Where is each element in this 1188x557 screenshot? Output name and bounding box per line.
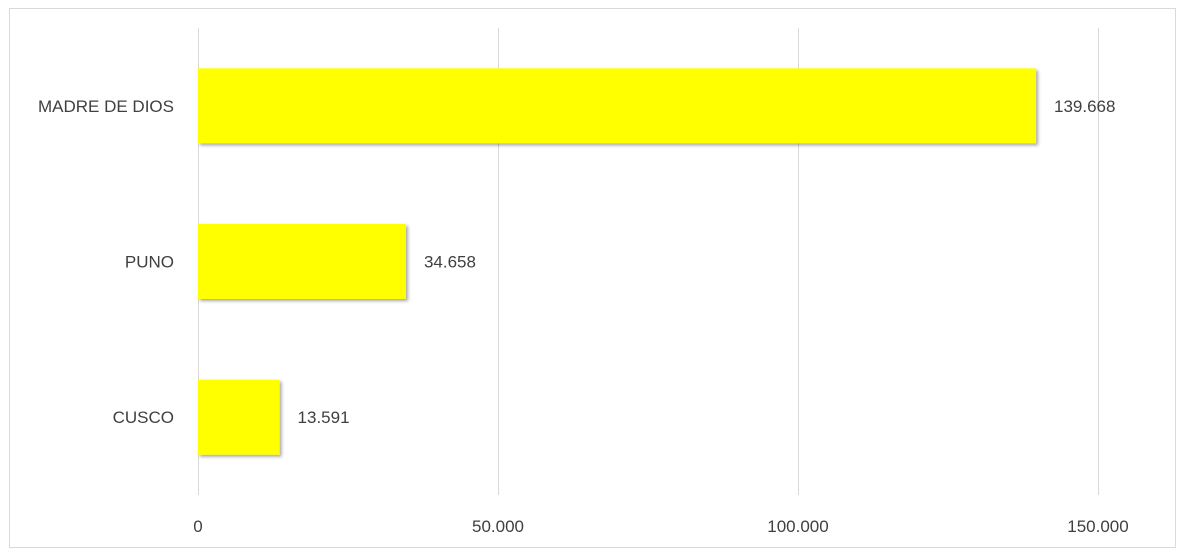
- data-label: 139.668: [1054, 97, 1115, 116]
- x-tick-label: 150.000: [1067, 517, 1128, 536]
- data-label: 34.658: [424, 253, 476, 272]
- category-label: CUSCO: [113, 408, 174, 427]
- category-label: MADRE DE DIOS: [38, 97, 174, 116]
- x-tick-label: 0: [193, 517, 202, 536]
- category-label: PUNO: [125, 253, 174, 272]
- bar: [198, 379, 280, 455]
- bar: [198, 224, 406, 299]
- bar: [198, 68, 1037, 144]
- x-tick-label: 50.000: [472, 517, 524, 536]
- x-tick-label: 100.000: [767, 517, 828, 536]
- data-label: 13.591: [298, 408, 350, 427]
- bars: [198, 68, 1037, 455]
- labels: 0 50.000 100.000 150.000 MADRE DE DIOS 139.66…: [38, 97, 1129, 536]
